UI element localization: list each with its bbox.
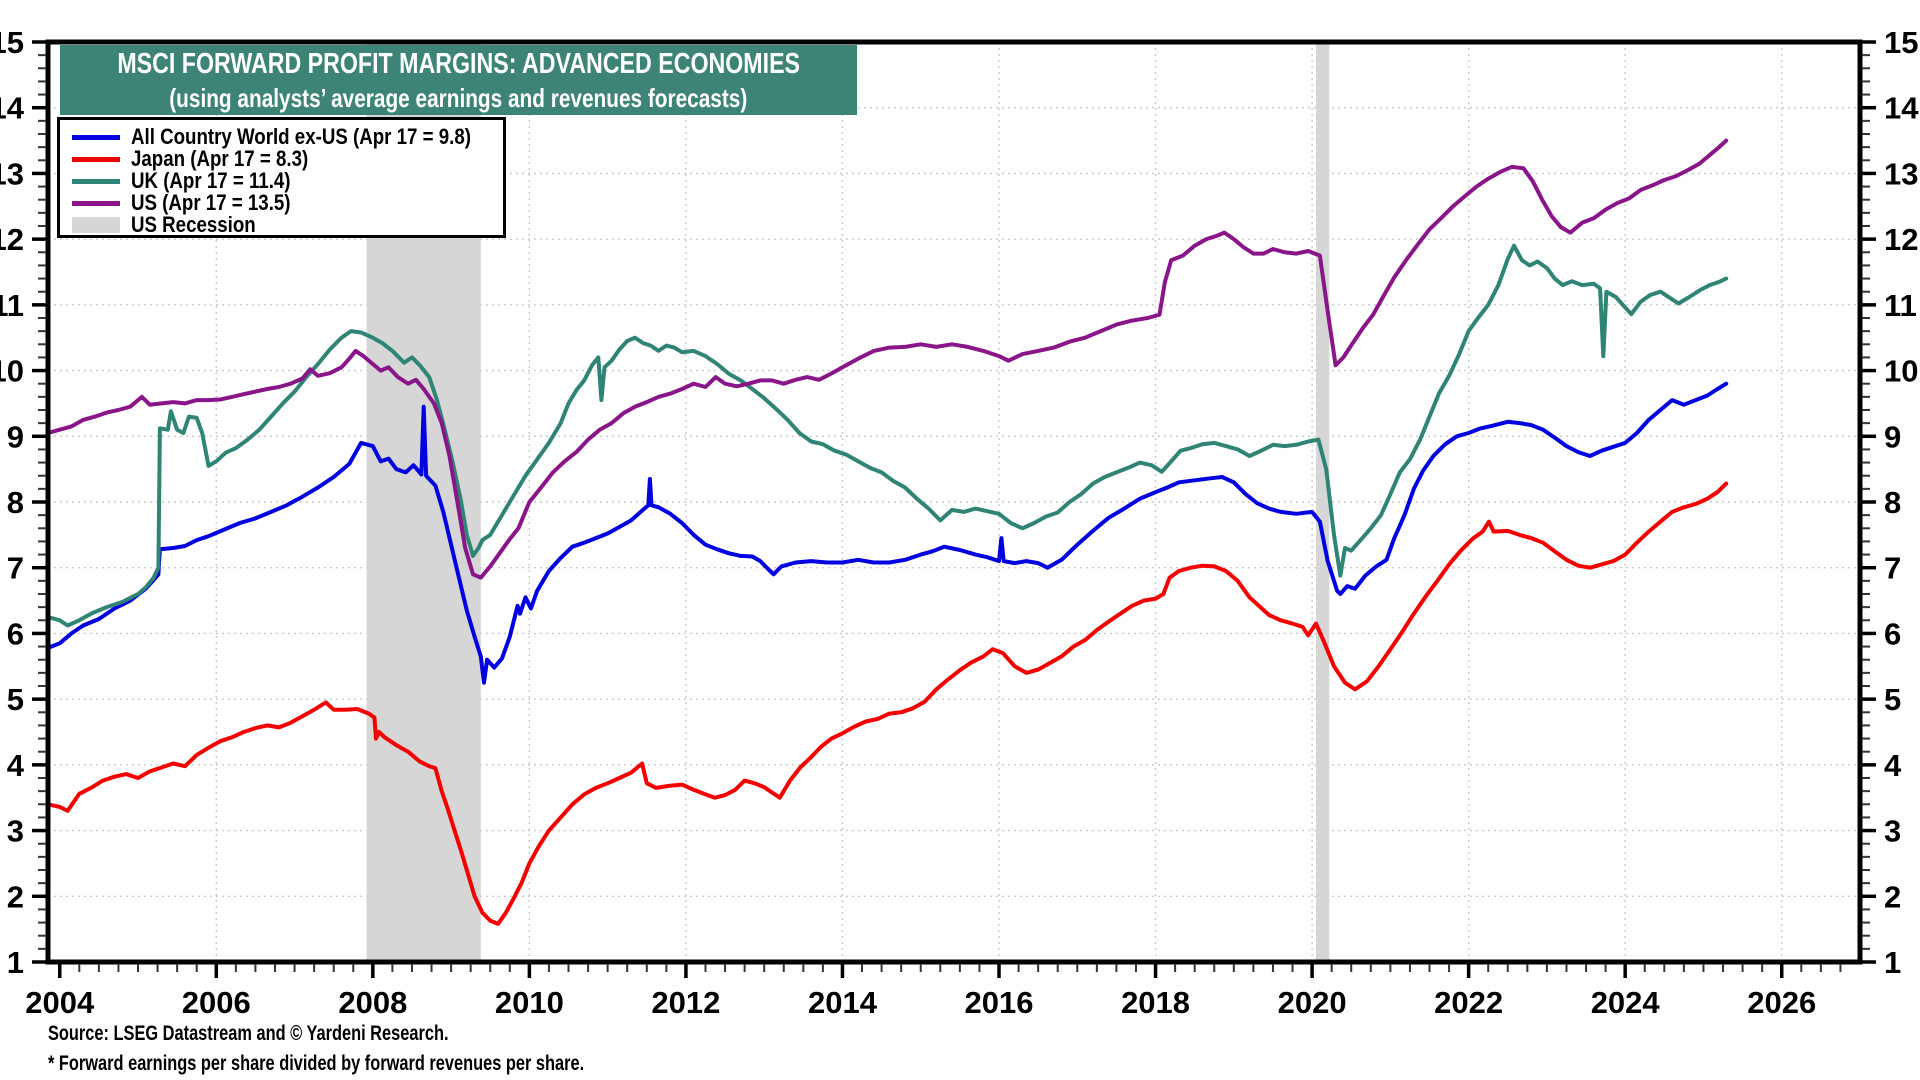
chart-title: MSCI FORWARD PROFIT MARGINS: ADVANCED EC… [117,48,800,80]
svg-text:5: 5 [7,682,24,717]
svg-text:2022: 2022 [1434,985,1503,1020]
svg-text:2004: 2004 [25,985,95,1020]
svg-text:9: 9 [1884,419,1901,454]
svg-text:14: 14 [0,91,25,126]
svg-text:13: 13 [1884,156,1918,191]
chart-title-box: MSCI FORWARD PROFIT MARGINS: ADVANCED EC… [60,45,857,115]
legend-recession-swatch [72,217,120,233]
svg-text:2010: 2010 [495,985,564,1020]
series-uk [46,243,1729,628]
svg-text:10: 10 [0,354,24,389]
svg-text:5: 5 [1884,682,1901,717]
svg-text:4: 4 [7,748,25,783]
definition-footnote: * Forward earnings per share divided by … [48,1052,585,1075]
series-all-country-world-ex-us [46,381,1729,685]
plot-frame [45,39,1863,965]
svg-text:2: 2 [7,879,24,914]
series-japan [46,481,1729,926]
svg-text:8: 8 [1884,485,1901,520]
legend-label: UK (Apr 17 = 11.4) [131,168,291,193]
svg-text:8: 8 [7,485,24,520]
svg-text:7: 7 [7,551,24,586]
gridlines [48,42,1860,962]
legend-line-swatch-purple [72,200,120,206]
legend-item-all-country-world-ex-us: All Country World ex-US (Apr 17 = 9.8) [72,124,503,149]
axis-ticks [32,40,1876,978]
svg-text:2: 2 [1884,879,1901,914]
svg-text:2008: 2008 [338,985,407,1020]
legend: All Country World ex-US (Apr 17 = 9.8) J… [57,117,506,238]
legend-label: US Recession [131,212,256,237]
svg-text:9: 9 [7,419,24,454]
svg-text:2014: 2014 [808,985,878,1020]
svg-text:2006: 2006 [182,985,251,1020]
legend-line-swatch-red [72,156,120,162]
svg-text:1: 1 [1884,945,1901,980]
legend-item-japan: Japan (Apr 17 = 8.3) [72,146,503,171]
svg-text:3: 3 [7,814,24,849]
svg-text:10: 10 [1884,354,1918,389]
series-us [46,138,1729,580]
legend-label: All Country World ex-US (Apr 17 = 9.8) [131,124,471,149]
legend-line-swatch-teal [72,178,120,184]
svg-text:6: 6 [7,616,24,651]
svg-text:2024: 2024 [1591,985,1661,1020]
svg-text:2018: 2018 [1121,985,1190,1020]
svg-text:14: 14 [1884,91,1919,126]
svg-text:11: 11 [1884,288,1917,323]
svg-text:2026: 2026 [1747,985,1816,1020]
svg-text:2020: 2020 [1278,985,1347,1020]
svg-text:12: 12 [0,222,24,257]
x-axis-labels: 2004 2006 2008 2010 2012 2014 2016 2018 2020 2022… [25,985,1816,1020]
svg-text:15: 15 [1884,25,1918,60]
svg-text:3: 3 [1884,814,1901,849]
svg-text:4: 4 [1884,748,1902,783]
legend-label: Japan (Apr 17 = 8.3) [131,146,309,171]
svg-text:15: 15 [0,25,24,60]
source-note: Source: LSEG Datastream and © Yardeni Re… [48,1022,449,1045]
legend-line-swatch-blue [72,134,120,140]
svg-text:12: 12 [1884,222,1918,257]
svg-text:2016: 2016 [965,985,1034,1020]
svg-text:2012: 2012 [651,985,720,1020]
svg-text:11: 11 [0,288,24,323]
chart-subtitle: (using analysts’ average earnings and re… [169,83,748,113]
legend-item-us: US (Apr 17 = 13.5) [72,190,503,215]
svg-text:6: 6 [1884,616,1901,651]
svg-text:1: 1 [7,945,24,980]
legend-item-us-recession: US Recession [72,212,503,237]
legend-item-uk: UK (Apr 17 = 11.4) [72,168,503,193]
svg-text:13: 13 [0,156,24,191]
svg-text:7: 7 [1884,551,1901,586]
legend-label: US (Apr 17 = 13.5) [131,190,291,215]
